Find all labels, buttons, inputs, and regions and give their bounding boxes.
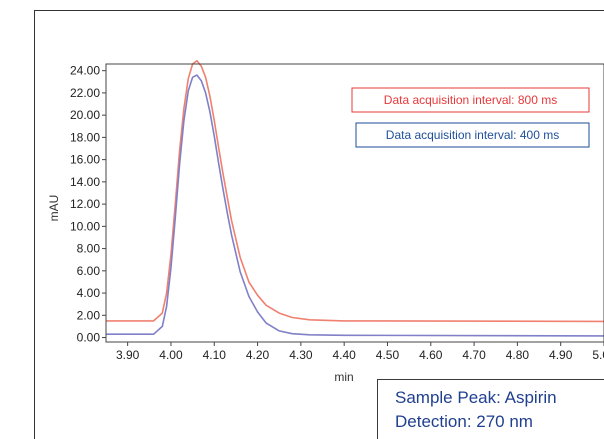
- y-tick-label: 4.00: [77, 286, 101, 300]
- detection-text: Detection: 270 nm: [395, 412, 533, 431]
- x-tick-label: 4.80: [506, 348, 530, 362]
- y-tick-label: 0.00: [77, 331, 101, 345]
- legend-label-400ms: Data acquisition interval: 400 ms: [386, 128, 559, 142]
- y-tick-label: 8.00: [77, 242, 101, 256]
- sample-peak-text: Sample Peak: Aspirin: [395, 388, 557, 407]
- x-tick-label: 3.90: [116, 348, 140, 362]
- legend-box-800ms: [351, 87, 590, 113]
- x-tick-label: 4.60: [419, 348, 443, 362]
- legend-box-400ms: [355, 122, 590, 148]
- y-tick-label: 18.00: [70, 130, 100, 144]
- y-tick-label: 16.00: [70, 153, 100, 167]
- x-tick-label: 4.30: [289, 348, 313, 362]
- y-tick-label: 22.00: [70, 86, 100, 100]
- y-axis: 0.00 2.00 4.00 6.00 8.00 10.00 12.00 14.00 16.00…: [70, 64, 106, 345]
- x-tick-label: 4.10: [203, 348, 227, 362]
- x-axis: 3.90 4.00 4.10 4.20 4.30 4.40 4.50 4.60 4.70 4.80…: [116, 342, 604, 362]
- series-line-800ms: [106, 59, 604, 323]
- y-tick-label: 24.00: [70, 64, 100, 78]
- x-axis-label: min: [334, 370, 353, 384]
- x-tick-label: 4.50: [376, 348, 400, 362]
- x-tick-label: 4.00: [159, 348, 183, 362]
- chart-frame: [34, 10, 604, 439]
- y-tick-label: 6.00: [77, 264, 101, 278]
- y-tick-label: 20.00: [70, 108, 100, 122]
- x-tick-label: 5.00: [592, 348, 604, 362]
- x-tick-label: 4.20: [246, 348, 270, 362]
- x-tick-label: 4.40: [332, 348, 356, 362]
- y-axis-label: mAU: [47, 195, 61, 222]
- legend-label-800ms: Data acquisition interval: 800 ms: [384, 93, 557, 107]
- y-tick-label: 12.00: [70, 197, 100, 211]
- y-tick-label: 10.00: [70, 219, 100, 233]
- y-tick-label: 2.00: [77, 308, 101, 322]
- legend: Data acquisition interval: 800 ms Data ac…: [351, 87, 590, 148]
- sample-info-box: Sample Peak: Aspirin Detection: 270 nm: [377, 379, 604, 439]
- series-line-400ms: [106, 74, 604, 337]
- series-lines: [106, 59, 604, 337]
- y-tick-label: 14.00: [70, 175, 100, 189]
- x-tick-label: 4.70: [462, 348, 486, 362]
- x-tick-label: 4.90: [549, 348, 573, 362]
- plot-area-border: [105, 63, 604, 343]
